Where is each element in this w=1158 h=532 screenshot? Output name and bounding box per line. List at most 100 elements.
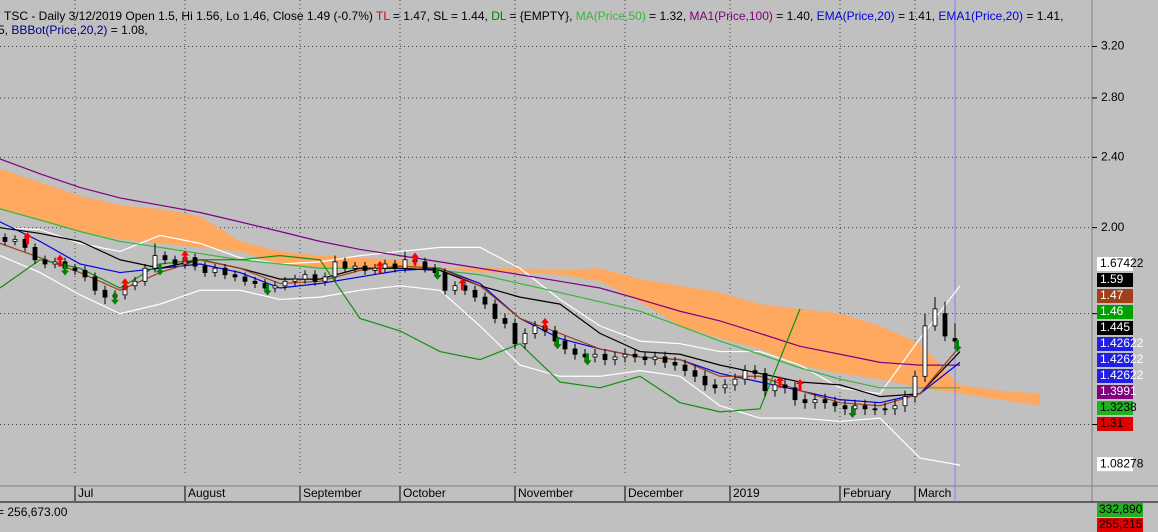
candle-body: [942, 313, 948, 337]
candle-body: [682, 364, 688, 372]
candle-body: [72, 267, 78, 271]
header-segment: 5,: [0, 23, 11, 37]
header-segment: = 1.41,: [895, 9, 939, 23]
sell-arrow: [796, 378, 804, 391]
candle-body: [572, 348, 578, 355]
indicator-line: [0, 255, 961, 466]
price-label: 1.42622: [1100, 352, 1144, 366]
candle-body: [632, 353, 638, 358]
x-tick-label: September: [303, 486, 362, 500]
candle-body: [132, 280, 138, 287]
x-tick-label: October: [403, 486, 446, 500]
candle-body: [762, 373, 768, 392]
sell-arrow: [23, 232, 32, 245]
buy-arrow: [156, 263, 164, 276]
ichimoku-cloud: [0, 168, 1040, 406]
candle-body: [352, 265, 358, 269]
candle-body: [242, 276, 248, 282]
sell-arrow: [458, 278, 467, 291]
candle-body: [102, 289, 108, 298]
candle-body: [162, 255, 168, 261]
price-label-box: [1097, 337, 1133, 351]
header-segment: BBBot(Price,20,2): [11, 23, 107, 37]
candle-body: [612, 356, 618, 361]
price-label-box: [1097, 457, 1133, 472]
header-segment: EMA(Price,20): [817, 9, 895, 23]
price-label: 1.67422: [1100, 256, 1144, 270]
x-tick-label: 2019: [733, 486, 760, 500]
candle-body: [492, 303, 498, 319]
candle-body: [792, 387, 798, 401]
candle-body: [52, 261, 58, 265]
candle-body: [832, 402, 838, 407]
x-tick-label: February: [843, 486, 891, 500]
header-segment: = 1.47, SL = 1.44,: [390, 9, 492, 23]
candle-body: [592, 353, 598, 358]
buy-arrow: [953, 339, 962, 352]
candle-body: [152, 255, 158, 269]
candle-body: [522, 333, 528, 345]
price-label-box: [1097, 417, 1133, 431]
candle-body: [902, 396, 908, 407]
candle-body: [402, 259, 408, 269]
candle-body: [332, 261, 338, 278]
sell-arrow: [776, 376, 784, 389]
candle-body: [392, 263, 398, 269]
candle-body: [802, 399, 808, 404]
candle-body: [192, 257, 198, 267]
header-segment: = 1.32,: [646, 9, 690, 23]
candle-body: [842, 405, 848, 410]
header-segment: TL: [376, 9, 390, 23]
price-label: 1.46: [1100, 304, 1124, 318]
candle-body: [732, 378, 738, 386]
candle-body: [772, 384, 778, 392]
candle-body: [872, 408, 878, 411]
indicator-line: [0, 208, 960, 389]
volume-label: 255,215: [1099, 517, 1143, 531]
sell-arrow: [411, 252, 419, 265]
volume-readout: = 256,673.00: [0, 505, 68, 519]
candle-body: [452, 285, 458, 291]
candle-body: [922, 325, 928, 377]
candle-body: [82, 269, 88, 278]
candle-body: [502, 318, 508, 324]
candle-body: [12, 238, 18, 242]
price-label-box: [1097, 273, 1133, 287]
candle-body: [712, 384, 718, 389]
price-label-box: [1097, 353, 1133, 367]
candle-body: [292, 278, 298, 282]
x-tick-label: March: [918, 486, 951, 500]
candle-body: [782, 384, 788, 389]
x-tick-label: November: [518, 486, 573, 500]
candle-body: [882, 408, 888, 411]
candle-body: [212, 267, 218, 273]
candle-body: [652, 356, 658, 361]
header-segment: = 1.41,: [1023, 9, 1063, 23]
candle-body: [222, 267, 228, 276]
price-label-box: [1097, 385, 1133, 399]
header-segment: = {EMPTY},: [506, 9, 576, 23]
candle-body: [822, 399, 828, 404]
candle-body: [252, 280, 258, 284]
candle-body: [952, 338, 958, 342]
candle-body: [552, 330, 558, 342]
header-segment: MA1(Price,100): [690, 9, 773, 23]
candle-body: [482, 296, 488, 305]
candle-body: [282, 280, 288, 287]
price-label: 1.42622: [1100, 336, 1144, 350]
price-label: 1.31: [1100, 416, 1124, 430]
candle-body: [602, 353, 608, 361]
header-segment: MA(Price,50): [576, 9, 646, 23]
buy-arrow: [433, 267, 442, 280]
price-label-box: [1097, 369, 1133, 383]
sell-arrow: [121, 278, 129, 291]
buy-arrow: [111, 292, 119, 305]
price-label: 1.445: [1100, 320, 1130, 334]
price-label: 1.3238: [1100, 400, 1137, 414]
buy-arrow: [848, 406, 857, 419]
y-tick-label: 2.80: [1101, 90, 1125, 104]
y-tick-label: 2.40: [1101, 150, 1125, 164]
candle-body: [232, 274, 238, 278]
